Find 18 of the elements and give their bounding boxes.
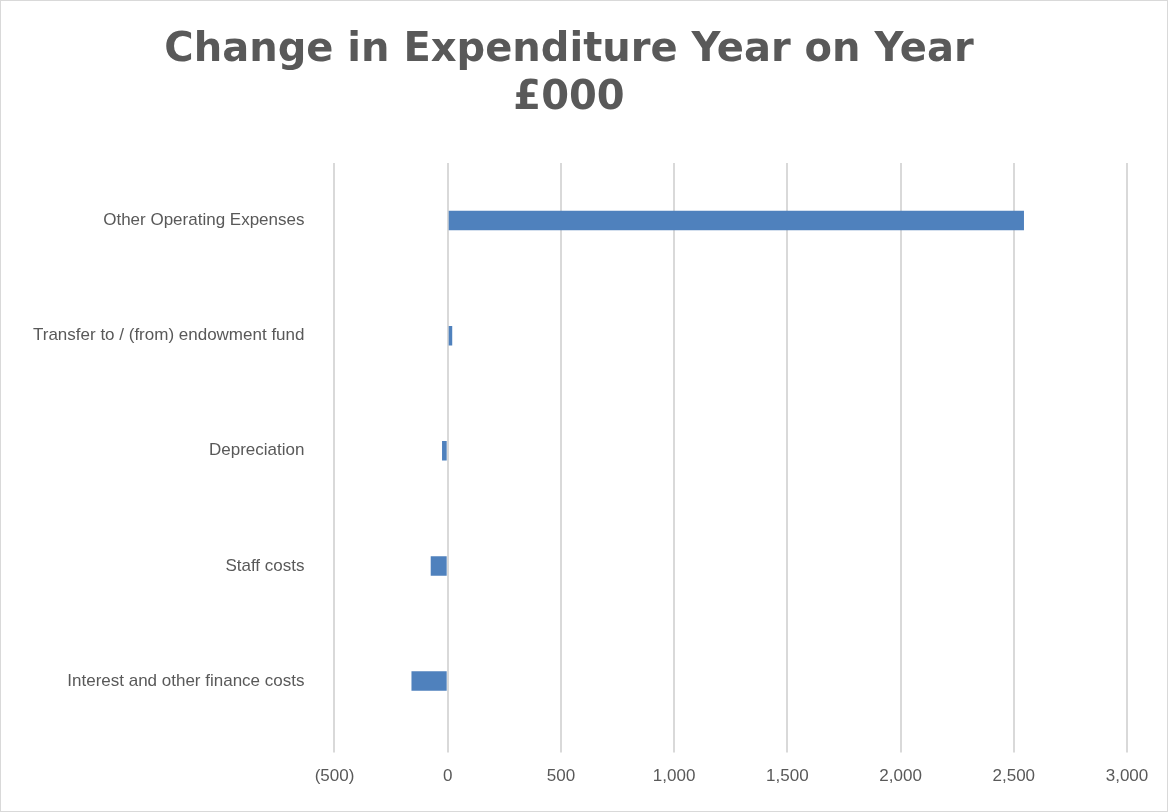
x-tick-label: 500 (546, 766, 576, 786)
x-tick-label: 2,000 (879, 766, 922, 786)
y-tick-label: Interest and other finance costs (67, 670, 305, 690)
y-tick-label: Depreciation (209, 440, 305, 460)
x-tick-label: 0 (442, 766, 453, 786)
x-tick-label: 2,500 (992, 766, 1036, 786)
bar (411, 671, 447, 691)
y-tick-label: Staff costs (225, 555, 305, 575)
x-tick-label: 3,000 (1105, 766, 1149, 786)
bar (442, 441, 447, 461)
bar (430, 556, 447, 576)
x-tick-label: (500) (314, 766, 355, 786)
chart-title: Change in Expenditure Year on Year £000 (164, 24, 974, 119)
bar (448, 210, 1024, 231)
x-tick-label: 1,000 (652, 766, 696, 786)
y-tick-label: Other Operating Expenses (103, 210, 305, 230)
y-tick-label: Transfer to / (from) endowment fund (32, 325, 305, 345)
x-tick-label: 1,500 (766, 766, 809, 786)
